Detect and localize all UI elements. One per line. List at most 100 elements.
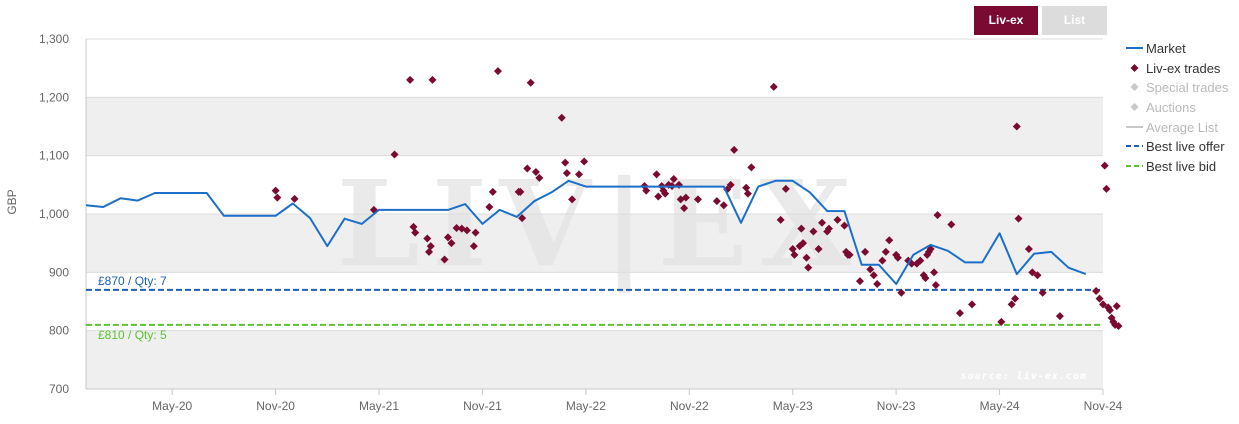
trade-point xyxy=(669,175,678,183)
line-swatch-icon xyxy=(1126,47,1143,49)
trade-point xyxy=(409,222,418,231)
trade-point xyxy=(561,158,570,167)
trade-point xyxy=(892,250,901,259)
line-swatch-icon xyxy=(1126,145,1143,148)
plot-band xyxy=(86,214,1103,272)
best-live-bid-label: £810 / Qty: 5 xyxy=(98,328,167,342)
legend-label: Average List xyxy=(1146,119,1219,135)
trade-point xyxy=(1055,312,1064,321)
x-tick-label: Nov-21 xyxy=(463,399,502,413)
trade-point xyxy=(1105,306,1114,315)
trade-point xyxy=(681,193,690,202)
x-tick-label: Nov-20 xyxy=(256,399,295,413)
trade-point xyxy=(866,265,875,274)
trade-point xyxy=(1014,214,1023,223)
legend-label: Special trades xyxy=(1146,80,1229,96)
chart-legend: Market Liv-ex trades Special trades Auction… xyxy=(1124,38,1239,176)
x-tick-label: Nov-23 xyxy=(877,399,916,413)
trade-point xyxy=(574,170,583,179)
reference-lines: £870 / Qty: 7 £810 / Qty: 5 xyxy=(86,274,1103,342)
trade-point xyxy=(642,186,651,195)
trade-point xyxy=(730,145,739,154)
trade-point xyxy=(719,201,728,210)
best-live-offer-label: £870 / Qty: 7 xyxy=(98,274,167,288)
y-tick-label: 1,000 xyxy=(39,207,69,221)
diamond-icon xyxy=(1130,63,1139,72)
trade-point xyxy=(788,245,797,253)
trade-point xyxy=(878,256,887,265)
livex-toggle-button[interactable]: Liv-ex xyxy=(974,6,1038,35)
x-tick-label: May-20 xyxy=(152,399,192,413)
trade-point xyxy=(916,256,925,265)
trade-point xyxy=(1028,268,1037,277)
y-tick-label: 1,200 xyxy=(39,90,69,104)
trade-point xyxy=(523,164,532,173)
trade-point xyxy=(802,253,811,262)
legend-label: Market xyxy=(1146,41,1186,56)
trade-point xyxy=(654,192,663,201)
trade-point xyxy=(1012,122,1021,131)
source-label: source: liv-ex.com xyxy=(961,370,1087,382)
trade-point xyxy=(1024,245,1033,253)
trade-point xyxy=(406,75,415,84)
trade-point xyxy=(1102,184,1111,193)
trade-point xyxy=(814,245,823,253)
legend-item-best-live-offer[interactable]: Best live offer xyxy=(1124,136,1239,156)
trade-point xyxy=(693,195,702,204)
trade-point xyxy=(1038,288,1047,297)
legend-item-average-list[interactable]: Average List xyxy=(1124,117,1239,137)
trade-point xyxy=(390,150,399,159)
legend-label: Best live offer xyxy=(1146,139,1225,155)
trade-point xyxy=(447,239,456,248)
list-toggle-button[interactable]: List xyxy=(1042,6,1107,35)
trade-point xyxy=(933,211,942,220)
plot-band xyxy=(86,97,1103,156)
trade-point xyxy=(797,224,806,233)
legend-label: Best live bid xyxy=(1146,159,1217,175)
trade-point xyxy=(769,82,778,91)
y-tick-label: 1,300 xyxy=(39,32,69,46)
trade-point xyxy=(955,309,964,318)
y-axis-label: GBP xyxy=(5,189,19,214)
trade-point xyxy=(881,247,890,256)
legend-item-best-live-bid[interactable]: Best live bid xyxy=(1124,156,1239,176)
trade-point xyxy=(930,268,939,277)
legend-item-auctions[interactable]: Auctions xyxy=(1124,97,1239,117)
trade-point xyxy=(1007,300,1016,309)
diamond-icon xyxy=(1130,83,1139,92)
legend-item-liv-ex-trades[interactable]: Liv-ex trades xyxy=(1124,58,1239,78)
trade-point xyxy=(493,67,502,76)
y-tick-label: 1,100 xyxy=(39,149,69,163)
trade-point xyxy=(462,226,471,235)
trade-point xyxy=(781,184,790,193)
trade-point xyxy=(776,215,785,224)
trade-point xyxy=(271,186,280,195)
trade-point xyxy=(845,250,854,259)
trade-point xyxy=(423,234,432,243)
trade-point xyxy=(897,288,906,297)
legend-item-market[interactable]: Market xyxy=(1124,38,1239,58)
market-series-line xyxy=(85,179,1087,285)
trade-point xyxy=(440,255,449,264)
trade-point xyxy=(471,228,480,237)
legend-item-special-trades[interactable]: Special trades xyxy=(1124,77,1239,97)
legend-label: Auctions xyxy=(1146,100,1196,116)
trade-point xyxy=(411,228,420,237)
trade-point xyxy=(452,224,461,232)
trade-point xyxy=(873,280,882,288)
trade-point xyxy=(855,277,864,286)
trade-point xyxy=(485,203,494,211)
trade-point xyxy=(443,233,452,242)
y-tick-label: 800 xyxy=(49,324,69,338)
x-tick-label: May-24 xyxy=(980,399,1020,413)
trade-point xyxy=(833,215,842,224)
trade-point xyxy=(1112,302,1121,311)
trade-point xyxy=(469,242,478,251)
diamond-icon xyxy=(1130,103,1139,112)
trade-point xyxy=(562,169,571,178)
trade-point xyxy=(818,218,827,227)
trade-point xyxy=(997,317,1006,326)
line-swatch-icon xyxy=(1126,165,1143,168)
trade-point xyxy=(747,163,756,172)
